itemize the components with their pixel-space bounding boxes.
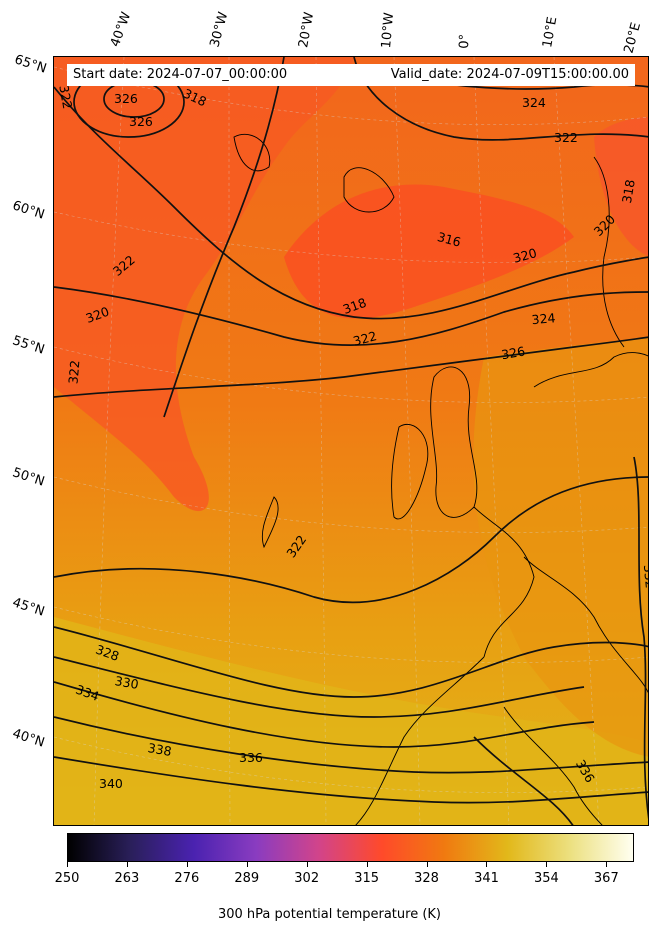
colorbar-tick-label: 276 bbox=[174, 871, 200, 886]
latitude-label: 45°N bbox=[10, 595, 47, 620]
coastlines bbox=[233, 133, 648, 825]
contour-label: 324 bbox=[531, 310, 556, 327]
colorbar-title: 300 hPa potential temperature (K) bbox=[217, 907, 441, 922]
colorbar-tick-label: 354 bbox=[533, 871, 559, 886]
longitude-label: 10°E bbox=[540, 15, 561, 49]
contour-label: 324 bbox=[522, 95, 546, 110]
colorbar-tick bbox=[126, 862, 128, 867]
colorbar-tick bbox=[67, 862, 68, 867]
contour-label: 322 bbox=[56, 84, 75, 110]
colorbar-tick-label: 315 bbox=[354, 871, 380, 886]
contour-label: 336 bbox=[239, 750, 263, 765]
contour-label: 322 bbox=[554, 130, 578, 145]
latitude-label: 50°N bbox=[10, 465, 47, 490]
colorbar-tick-label: 367 bbox=[593, 871, 619, 886]
contour-label: 332 bbox=[641, 564, 649, 589]
longitude-label: 10°W bbox=[379, 11, 398, 49]
longitude-label: 40°W bbox=[107, 10, 135, 49]
date-header: Start date: 2024-07-07_00:00:00 Valid_da… bbox=[67, 64, 635, 86]
contour-label: 322 bbox=[351, 328, 378, 349]
warm-region-europe bbox=[473, 337, 648, 757]
latitude-label: 65°N bbox=[12, 52, 49, 77]
latitude-label: 60°N bbox=[10, 198, 47, 223]
colorbar-tick bbox=[306, 862, 308, 867]
longitude-label: 20°W bbox=[296, 11, 318, 50]
contour-label: 338 bbox=[147, 740, 173, 759]
colorbar-tick bbox=[486, 862, 488, 867]
start-date-label: Start date: 2024-07-07_00:00:00 bbox=[73, 67, 288, 82]
colorbar-tick-label: 302 bbox=[294, 871, 320, 886]
colorbar-tick bbox=[606, 862, 608, 867]
longitude-label: 0° bbox=[457, 33, 473, 49]
cold-region-central bbox=[284, 184, 574, 319]
contour-labels: 322 326 326 318 324 322 318 320 316 320 … bbox=[56, 84, 649, 791]
contour-label: 320 bbox=[511, 245, 538, 266]
colorbar-tick-label: 263 bbox=[114, 871, 140, 886]
longitude-label: 20°E bbox=[621, 20, 645, 55]
contours bbox=[54, 57, 648, 825]
graticule bbox=[54, 57, 648, 825]
potential-temperature-map: 322 326 326 318 324 322 318 320 316 320 … bbox=[54, 57, 649, 825]
colorbar-tick-label: 328 bbox=[414, 871, 439, 886]
colorbar-tick bbox=[246, 862, 248, 867]
contour-label: 322 bbox=[65, 360, 82, 385]
colorbar-tick bbox=[186, 862, 188, 867]
colorbar-tick bbox=[546, 862, 548, 867]
contour-label: 326 bbox=[500, 343, 526, 362]
longitude-label: 30°W bbox=[207, 10, 232, 49]
contour-label: 340 bbox=[99, 776, 123, 791]
colorbar-tick bbox=[366, 862, 368, 867]
contour-label: 326 bbox=[129, 114, 153, 129]
colorbar-tick bbox=[426, 862, 428, 867]
colorbar bbox=[67, 833, 634, 862]
latitude-label: 40°N bbox=[10, 726, 47, 751]
latitude-label: 55°N bbox=[10, 333, 47, 358]
map-panel: 322 326 326 318 324 322 318 320 316 320 … bbox=[53, 56, 649, 826]
contour-label: 326 bbox=[114, 91, 138, 106]
cold-region-west bbox=[54, 57, 354, 512]
colorbar-tick-label: 250 bbox=[54, 871, 80, 886]
colorbar-tick-label: 289 bbox=[234, 871, 260, 886]
valid-date-label: Valid_date: 2024-07-09T15:00:00.00 bbox=[390, 67, 629, 82]
colorbar-tick-label: 341 bbox=[474, 871, 499, 886]
contour-label: 330 bbox=[114, 673, 140, 692]
contour-label: 318 bbox=[619, 178, 638, 204]
contour-label: 316 bbox=[436, 229, 463, 250]
cold-region-east bbox=[594, 117, 648, 257]
